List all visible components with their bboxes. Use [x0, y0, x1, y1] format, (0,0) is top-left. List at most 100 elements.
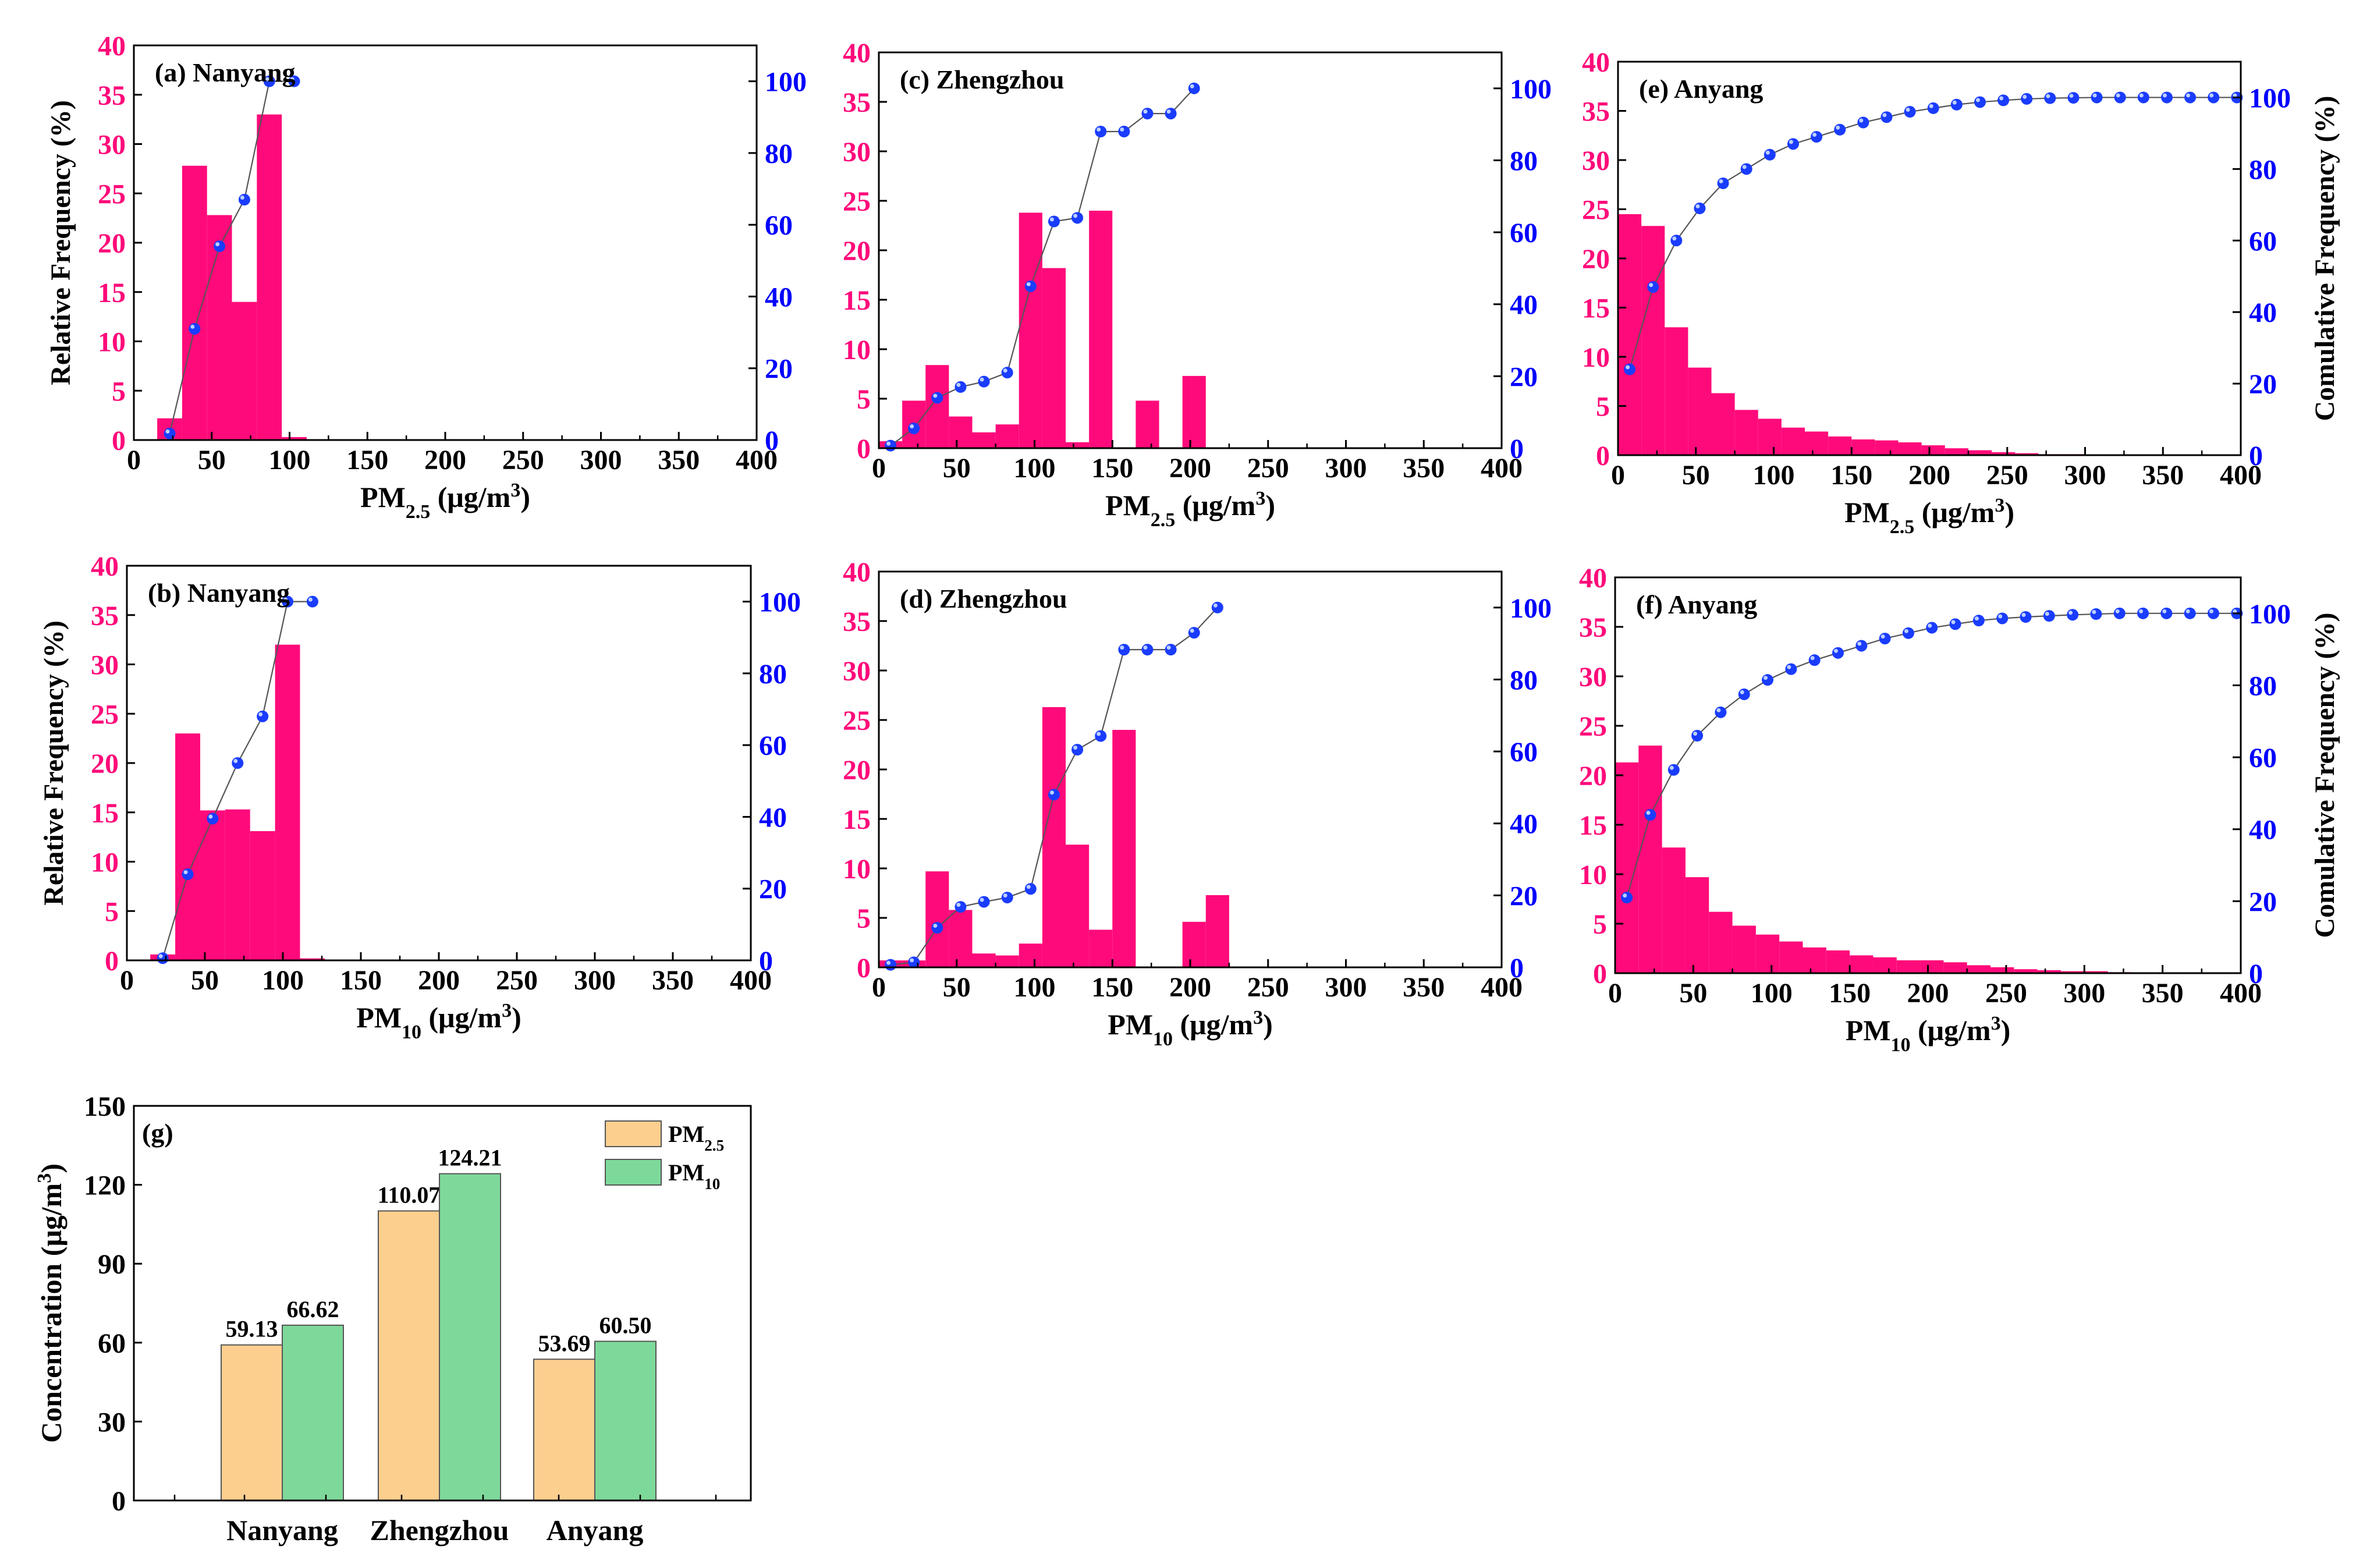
- cumulative-point-e-23: [2160, 91, 2173, 104]
- cumulative-point-highlight: [956, 382, 961, 387]
- cumulative-point-body: [1785, 663, 1797, 675]
- cumulative-point-f-11: [1879, 633, 1891, 645]
- y-tick-label-f-7: 35: [1579, 612, 1607, 643]
- y2-tick-label-b-3: 60: [759, 730, 787, 761]
- cumulative-point-e-5: [1740, 163, 1752, 175]
- cumulative-point-d-9: [1095, 730, 1107, 742]
- cumulative-point-highlight: [1693, 732, 1698, 736]
- cumulative-point-highlight: [2069, 94, 2074, 98]
- cumulative-point-highlight: [980, 897, 984, 902]
- y2-tick-label-b-0: 0: [759, 946, 773, 977]
- histogram-bar-d-4: [972, 953, 996, 967]
- panel-title-f: (f) Anyang: [1636, 590, 1757, 619]
- x-axis-label-f-part-1: 10: [1891, 1034, 1911, 1056]
- x-tick-label-d-7: 350: [1403, 972, 1445, 1003]
- y-tick-label-d-8: 40: [843, 557, 871, 588]
- cumulative-point-highlight: [933, 924, 938, 928]
- histogram-bar-c-7: [1042, 268, 1066, 448]
- cumulative-point-highlight: [2092, 610, 2096, 615]
- cumulative-point-highlight: [2233, 93, 2237, 98]
- y-tick-label-g-0: 0: [112, 1486, 126, 1517]
- x-tick-label-e-2: 100: [1753, 460, 1795, 491]
- histogram-bar-a-4: [257, 114, 282, 440]
- cumulative-point-body: [1118, 126, 1130, 137]
- cumulative-point-e-1: [1647, 281, 1659, 293]
- cumulative-point-b-6: [306, 595, 318, 608]
- histogram-bar-f-13: [1920, 960, 1944, 973]
- bar-nanyang-series-1: [282, 1324, 344, 1502]
- cumulative-point-a-3: [238, 194, 250, 206]
- cumulative-point-body: [1927, 102, 1939, 114]
- cumulative-point-body: [1118, 644, 1130, 656]
- cumulative-point-highlight: [2046, 94, 2050, 98]
- cumulative-point-body: [1764, 148, 1776, 161]
- x-tick-label-b-1: 50: [191, 965, 219, 996]
- histogram-bar-f-2: [1662, 847, 1686, 973]
- y-tick-label-c-2: 10: [843, 335, 871, 366]
- x-tick-label-a-7: 350: [658, 445, 700, 476]
- cumulative-point-body: [1647, 281, 1659, 293]
- y-tick-label-g-3: 90: [98, 1249, 126, 1280]
- cumulative-point-e-10: [1857, 116, 1869, 129]
- panel-title-c: (c) Zhengzhou: [900, 65, 1064, 94]
- cumulative-point-highlight: [1952, 100, 1957, 105]
- cumulative-point-b-3: [232, 757, 244, 769]
- cumulative-point-highlight: [886, 960, 891, 965]
- x-tick-label-c-0: 0: [872, 453, 886, 484]
- cumulative-point-f-15: [1972, 615, 1985, 627]
- histogram-bar-f-14: [1943, 962, 1967, 973]
- y2-tick-label-f-4: 80: [2249, 671, 2277, 701]
- x-axis-label-b-part-3: 3: [502, 1000, 512, 1021]
- y2-tick-label-c-2: 40: [1510, 290, 1538, 321]
- y2-tick-label-b-1: 20: [759, 874, 787, 905]
- cumulative-point-body: [1141, 644, 1154, 656]
- cumulative-point-body: [2207, 607, 2219, 619]
- cumulative-point-body: [1165, 108, 1177, 120]
- histogram-bar-d-11: [1182, 921, 1206, 967]
- y-tick-label-b-1: 5: [105, 896, 119, 927]
- cumulative-point-highlight: [1003, 368, 1007, 373]
- cumulative-point-body: [1095, 730, 1107, 742]
- cumulative-point-f-19: [2067, 609, 2079, 621]
- x-tick-label-e-3: 150: [1830, 460, 1872, 491]
- histogram-bar-d-8: [1066, 845, 1090, 967]
- cumulative-point-highlight: [1719, 179, 1723, 183]
- x-tick-label-f-7: 350: [2142, 978, 2184, 1009]
- x-axis-label-c-part-0: PM: [1105, 489, 1151, 522]
- category-label-anyang: Anyang: [547, 1514, 644, 1546]
- cumulative-point-highlight: [1026, 885, 1031, 889]
- bar-anyang-series-1: [594, 1340, 657, 1502]
- cumulative-point-highlight: [1928, 623, 1932, 628]
- x-tick-label-c-8: 400: [1481, 453, 1523, 484]
- histogram-bar-e-2: [1665, 327, 1688, 455]
- cumulative-point-e-4: [1717, 177, 1729, 189]
- histogram-bar-c-8: [1066, 442, 1090, 448]
- cumulative-point-highlight: [158, 954, 163, 959]
- y-tick-label-b-0: 0: [105, 946, 119, 977]
- cumulative-point-f-4: [1715, 706, 1727, 718]
- cumulative-point-e-14: [1950, 98, 1963, 111]
- cumulative-point-f-13: [1926, 622, 1938, 634]
- y-tick-label-d-1: 5: [857, 903, 871, 934]
- x-tick-label-a-2: 100: [269, 445, 311, 476]
- x-tick-label-d-5: 250: [1247, 972, 1289, 1003]
- cumulative-point-body: [306, 595, 318, 608]
- y-tick-label-a-3: 15: [98, 278, 126, 308]
- y-tick-label-e-4: 20: [1582, 244, 1610, 275]
- y-tick-label-d-4: 20: [843, 755, 871, 786]
- y-tick-label-d-2: 10: [843, 854, 871, 885]
- x-axis-label-d: PM10 (μg/m3): [1108, 1007, 1272, 1050]
- cumulative-point-d-10: [1118, 644, 1130, 656]
- cumulative-point-highlight: [1143, 109, 1148, 114]
- cumulative-point-a-5: [288, 75, 300, 87]
- cumulative-point-c-0: [885, 439, 897, 452]
- histogram-bar-c-2: [925, 365, 949, 448]
- y-tick-label-c-1: 5: [857, 384, 871, 415]
- histogram-bar-f-17: [2014, 969, 2038, 973]
- data-label-nanyang-series-1: 66.62: [287, 1296, 339, 1322]
- y2-tick-label-e-1: 20: [2249, 369, 2277, 400]
- y-tick-label-g-1: 30: [98, 1407, 126, 1438]
- cumulative-point-body: [214, 240, 226, 253]
- data-label-zhengzhou-series-1: 124.21: [438, 1145, 502, 1171]
- cumulative-point-e-24: [2184, 91, 2197, 104]
